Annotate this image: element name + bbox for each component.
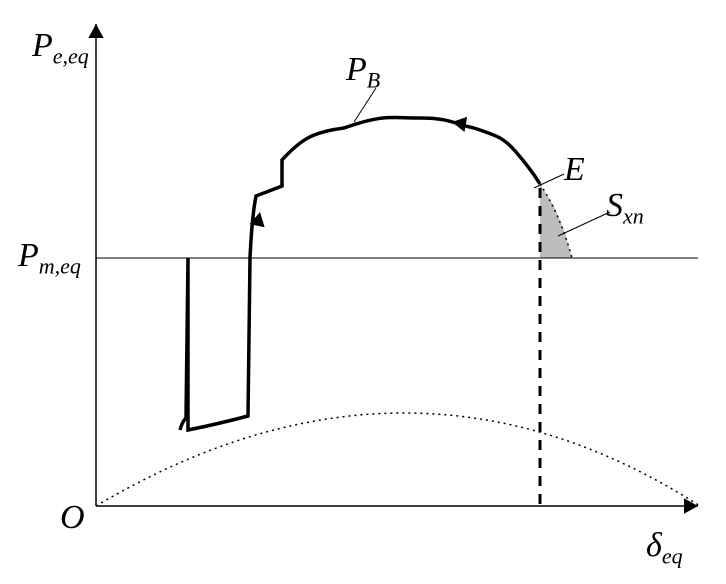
label-peeq: Pe,eq — [31, 27, 89, 69]
label-pb: PB — [345, 51, 380, 93]
label-origin: O — [60, 499, 85, 536]
label-e: E — [563, 151, 585, 188]
label-sxn: Sxn — [606, 187, 644, 229]
trajectory-curve — [180, 117, 540, 430]
label-delta-eq: δeq — [646, 527, 683, 569]
label-pmeq: Pm,eq — [17, 237, 81, 279]
sxn-leader — [558, 212, 610, 236]
pb-leader — [354, 88, 376, 122]
shaded-sxn-region — [540, 184, 572, 258]
